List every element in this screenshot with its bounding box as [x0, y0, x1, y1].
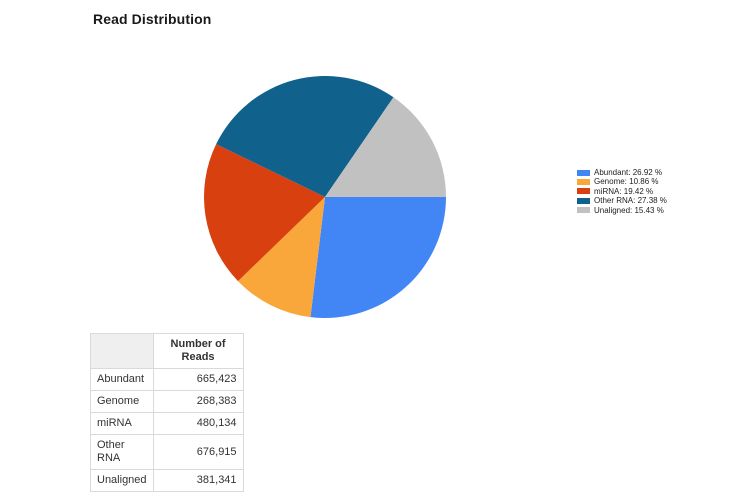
legend-label: Other RNA: 27.38 % [594, 196, 667, 206]
row-label: Abundant [90, 368, 154, 391]
row-label: Genome [90, 390, 154, 413]
row-label: miRNA [90, 412, 154, 435]
legend-swatch-icon [577, 169, 590, 176]
table-row: Genome 268,383 [90, 390, 244, 413]
table-row: Unaligned 381,341 [90, 469, 244, 492]
chart-legend: Abundant: 26.92 % Genome: 10.86 % miRNA:… [577, 168, 667, 215]
pie-chart [204, 76, 446, 318]
table-row: Abundant 665,423 [90, 368, 244, 391]
pie-slice-genome[interactable] [237, 197, 325, 318]
legend-item-abundant: Abundant: 26.92 % [577, 168, 667, 177]
row-value: 665,423 [152, 368, 244, 391]
row-value: 381,341 [152, 469, 244, 492]
row-value: 676,915 [152, 434, 244, 470]
pie-slice-mirna[interactable] [204, 144, 325, 282]
row-value: 268,383 [152, 390, 244, 413]
pie-slice-other-rna[interactable] [216, 76, 394, 197]
pie-slice-unaligned[interactable] [325, 97, 446, 197]
page-title: Read Distribution [93, 11, 212, 27]
row-label: Unaligned [90, 469, 154, 492]
legend-swatch-icon [577, 197, 590, 204]
legend-label: miRNA: 19.42 % [594, 186, 654, 196]
legend-item-genome: Genome: 10.86 % [577, 177, 667, 186]
legend-label: Abundant: 26.92 % [594, 168, 663, 177]
legend-item-mirna: miRNA: 19.42 % [577, 187, 667, 196]
legend-label: Genome: 10.86 % [594, 177, 659, 187]
row-label: Other RNA [90, 434, 154, 470]
legend-swatch-icon [577, 207, 590, 214]
table-header-row: Number of Reads [90, 333, 244, 369]
legend-swatch-icon [577, 188, 590, 195]
legend-swatch-icon [577, 178, 590, 185]
pie-svg [204, 76, 446, 318]
legend-item-unaligned: Unaligned: 15.43 % [577, 206, 667, 215]
legend-item-other-rna: Other RNA: 27.38 % [577, 196, 667, 205]
reads-table: Number of Reads Abundant 665,423 Genome … [90, 333, 244, 492]
table-header-corner [90, 333, 154, 369]
table-row: miRNA 480,134 [90, 412, 244, 435]
reads-table-container: Number of Reads Abundant 665,423 Genome … [90, 333, 244, 492]
row-value: 480,134 [152, 412, 244, 435]
table-row: Other RNA 676,915 [90, 434, 244, 470]
table-header-number-of-reads: Number of Reads [152, 333, 244, 369]
pie-slice-abundant[interactable] [310, 197, 446, 318]
legend-label: Unaligned: 15.43 % [594, 205, 664, 215]
